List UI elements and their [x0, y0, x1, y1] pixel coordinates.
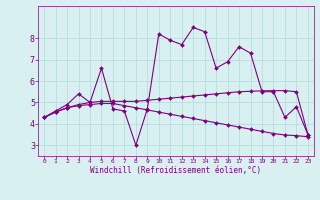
X-axis label: Windchill (Refroidissement éolien,°C): Windchill (Refroidissement éolien,°C) [91, 166, 261, 175]
